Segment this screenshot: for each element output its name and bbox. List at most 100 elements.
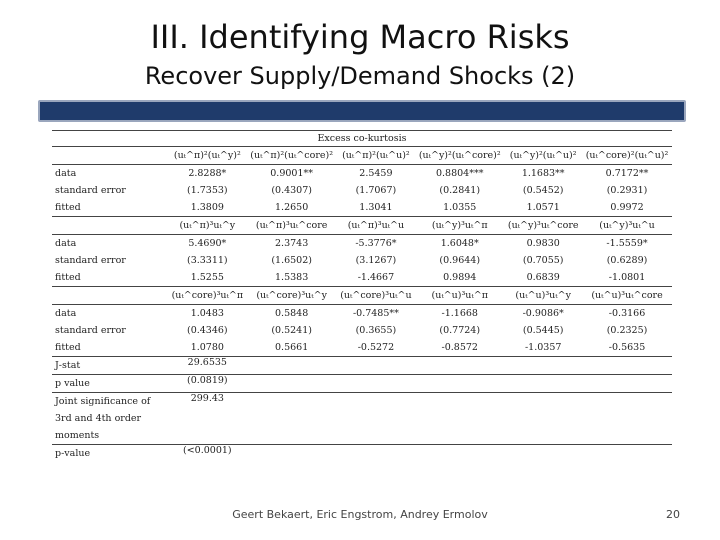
table-cell: fitted [52,339,168,357]
table-cell: -0.8572 [415,339,505,357]
stat-value: (<0.0001) [183,445,232,456]
table-cell: 0.9972 [582,199,672,217]
table-cell: 1.2650 [246,199,337,217]
header-cell: (uₜ^π)³uₜ^y [168,216,247,235]
empty-cell [336,356,416,375]
stat-row: p value (0.0819) [52,374,672,393]
header-cell: (uₜ^y)³uₜ^π [415,216,505,235]
header-cell [52,286,168,305]
table-row: data 2.8288* 0.9001** 2.5459 0.8804*** 1.1683… [52,165,672,183]
header-cell: (uₜ^u)³uₜ^π [415,286,505,305]
table-cell: data [55,308,77,319]
table-cell: -1.0801 [582,269,672,287]
header-cell: (uₜ^y)²(uₜ^u)² [504,147,583,165]
table-row: data 1.0483 0.5848 -0.7485** -1.1668 -0.9086*… [52,305,672,323]
table-cell: 0.8804*** [435,168,484,179]
slide-subtitle: Recover Supply/Demand Shocks (2) [144,62,576,90]
table-cell: 1.0780 [168,339,247,357]
table-cell: (0.3655) [355,325,397,336]
empty-cell [415,392,505,445]
empty-cell [582,445,672,463]
table-cell: 1.5255 [168,269,247,287]
header-row: (uₜ^core)³uₜ^π (uₜ^core)³uₜ^y (uₜ^core)³uₜ… [52,286,672,305]
table-cell: (0.6289) [606,255,648,266]
table-row: standard error (0.4346) (0.5241) (0.3655) (0… [52,322,672,339]
table-caption: Excess co-kurtosis [52,130,672,147]
empty-cell [415,356,505,375]
table-cell: (0.7055) [522,255,564,266]
empty-cell [504,392,583,445]
table-cell: (0.9644) [439,255,481,266]
table-cell: standard error [55,185,126,196]
table-row: standard error (3.3311) (1.6502) (3.1267) (0… [52,252,672,269]
table-cell: (1.7353) [186,185,228,196]
header-cell: (uₜ^π)³uₜ^core [246,216,337,235]
header-cell: (uₜ^u)³uₜ^y [504,286,583,305]
table-cell: 1.0355 [415,199,505,217]
table-row: fitted 1.5255 1.5383 -1.4667 0.9894 0.6839 -1.… [52,269,672,287]
table-cell: (0.4307) [271,185,312,196]
stat-row: p-value (<0.0001) [52,445,672,463]
table-cell: (0.5445) [522,325,564,336]
table-cell: -0.7485** [352,308,399,319]
table-row: data 5.4690* 2.3743 -5.3776* 1.6048* 0.9830 -1… [52,235,672,253]
stat-label: p-value [55,448,91,459]
stat-row: Joint significance of 3rd and 4th order … [52,392,672,445]
table-cell: 0.9894 [415,269,505,287]
header-cell: (uₜ^y)³uₜ^core [504,216,583,235]
table-cell: (3.3311) [186,255,228,266]
table-cell: data [55,238,77,249]
title-bar [38,100,686,122]
empty-cell [247,445,337,463]
table-cell: (0.2325) [606,325,648,336]
header-cell: (uₜ^π)²(uₜ^core)² [246,147,337,165]
table-cell: standard error [55,255,126,266]
stat-value: 29.6535 [168,356,247,375]
table-cell: 2.5459 [359,168,393,179]
footer-authors: Geert Bekaert, Eric Engstrom, Andrey Erm… [232,508,488,521]
table-row: fitted 1.0780 0.5661 -0.5272 -0.8572 -1.0357-… [52,339,672,357]
empty-cell [337,445,416,463]
table-cell: standard error [55,325,126,336]
stat-value: (0.0819) [168,374,247,393]
table-cell: (0.7724) [439,325,481,336]
stat-row: J-stat 29.6535 [52,356,672,375]
table-cell: 1.5383 [246,269,337,287]
header-cell: (uₜ^π)³uₜ^u [336,216,416,235]
empty-cell [504,445,582,463]
table-cell: 0.5661 [246,339,337,357]
table-cell: fitted [52,199,168,217]
page-number: 20 [666,508,680,521]
table-cell: 0.5848 [275,308,309,319]
table-cell: (0.4346) [186,325,228,336]
table-cell: -5.3776* [355,238,397,249]
header-cell [52,147,168,165]
table-cell: 0.9830 [526,238,560,249]
header-cell: (uₜ^core)²(uₜ^u)² [582,147,672,165]
table-cell: -1.0357 [504,339,583,357]
table-cell: 0.6839 [504,269,583,287]
table-cell: (1.6502) [271,255,312,266]
slide-title: III. Identifying Macro Risks [150,18,570,56]
header-cell: (uₜ^π)²(uₜ^y)² [168,147,247,165]
table-cell: data [55,168,77,179]
table-cell: -1.5559* [606,238,648,249]
table-cell: (3.1267) [355,255,397,266]
table-cell: fitted [52,269,168,287]
header-row: (uₜ^π)³uₜ^y (uₜ^π)³uₜ^core (uₜ^π)³uₜ^u (uₜ^… [52,216,672,235]
empty-cell [246,374,337,393]
table-cell: -0.5272 [336,339,416,357]
empty-cell [582,374,672,393]
table-cell: 1.3809 [168,199,247,217]
empty-cell [336,374,416,393]
header-cell: (uₜ^u)³uₜ^core [582,286,672,305]
table-cell: 1.0571 [504,199,583,217]
table-cell: -0.9086* [522,308,564,319]
table-cell: (1.7067) [355,185,397,196]
table-cell: 1.6048* [440,238,479,249]
header-cell: (uₜ^y)³uₜ^u [582,216,672,235]
empty-cell [415,374,505,393]
header-cell: (uₜ^y)²(uₜ^core)² [415,147,505,165]
table-cell: -0.5635 [582,339,672,357]
table-cell: (0.2841) [439,185,481,196]
